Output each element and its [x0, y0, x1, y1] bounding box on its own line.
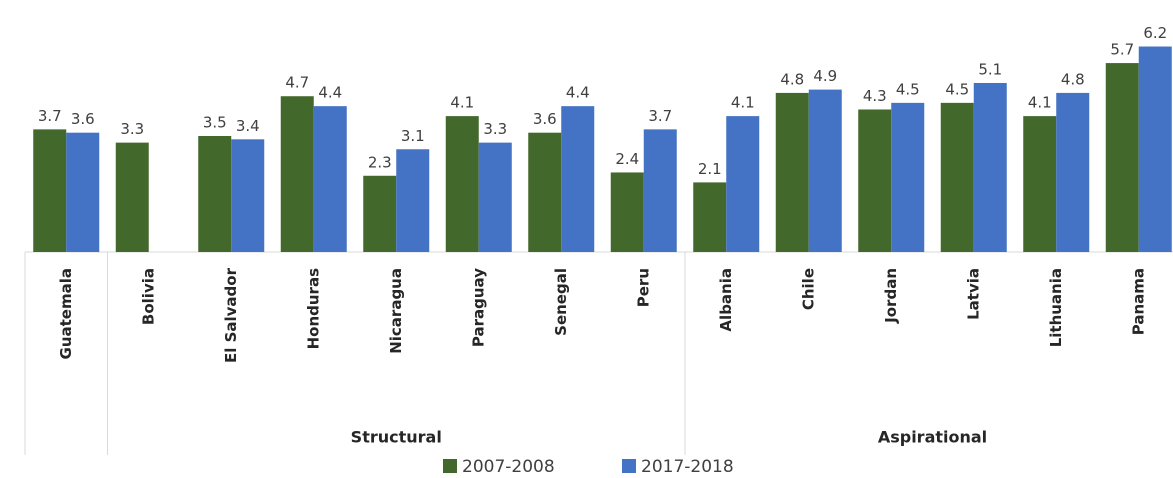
- data-label: 3.3: [120, 120, 144, 138]
- bar: [280, 96, 314, 252]
- legend-swatch: [443, 459, 457, 473]
- group-label: Aspirational: [878, 428, 987, 447]
- data-label: 4.1: [450, 94, 474, 112]
- data-label: 2.3: [368, 153, 392, 171]
- data-label: 5.7: [1110, 41, 1134, 59]
- bar: [528, 132, 562, 252]
- data-label: 3.6: [71, 110, 95, 128]
- x-tick-label: Bolivia: [139, 268, 157, 325]
- x-tick-label: Guatemala: [57, 268, 75, 359]
- x-tick-label: Chile: [799, 268, 817, 310]
- legend-swatch: [622, 459, 636, 473]
- bar: [775, 92, 809, 253]
- bar: [1056, 92, 1090, 253]
- legend-label: 2017-2018: [641, 457, 734, 477]
- x-tick-label: Latvia: [964, 268, 982, 320]
- bar: [693, 182, 727, 252]
- bar: [561, 106, 595, 253]
- data-label: 2.1: [698, 160, 722, 178]
- bar: [66, 132, 100, 252]
- data-label: 3.4: [236, 117, 260, 135]
- x-tick-label: Nicaragua: [387, 268, 405, 354]
- x-tick-label: Senegal: [552, 268, 570, 336]
- x-tick-label: Jordan: [882, 268, 900, 324]
- x-tick-label: Panama: [1129, 268, 1147, 335]
- bar: [940, 102, 974, 252]
- bar: [33, 129, 67, 252]
- x-tick-label: Lithuania: [1047, 268, 1065, 347]
- bar: [198, 136, 232, 252]
- bar: [396, 149, 430, 252]
- data-label: 4.7: [285, 74, 309, 92]
- data-label: 3.5: [203, 114, 227, 132]
- data-label: 4.8: [1061, 70, 1085, 88]
- bar: [726, 116, 760, 252]
- bar: [445, 116, 479, 252]
- bar: [478, 142, 512, 252]
- bar: [1138, 46, 1172, 253]
- data-label: 3.3: [483, 120, 507, 138]
- bar: [973, 82, 1007, 252]
- data-label: 4.9: [813, 67, 837, 85]
- bar: [1023, 116, 1057, 252]
- bar: [363, 175, 397, 252]
- data-label: 4.3: [863, 87, 887, 105]
- data-label: 2.4: [615, 150, 639, 168]
- bar: [610, 172, 644, 252]
- x-tick-label: Paraguay: [469, 268, 487, 347]
- data-label: 4.8: [780, 70, 804, 88]
- bar: [115, 142, 149, 252]
- bar: [858, 109, 892, 252]
- x-tick-label: Honduras: [304, 268, 322, 349]
- x-tick-label: Peru: [634, 268, 652, 307]
- bar: [1105, 63, 1139, 253]
- data-label: 4.1: [1028, 94, 1052, 112]
- legend-label: 2007-2008: [462, 457, 555, 477]
- group-label: Structural: [351, 428, 442, 447]
- x-tick-label: Albania: [717, 268, 735, 332]
- bar: [808, 89, 842, 252]
- data-label: 3.1: [401, 127, 425, 145]
- bar: [231, 139, 265, 252]
- x-tick-label: El Salvador: [222, 267, 240, 363]
- bar: [891, 102, 925, 252]
- bar: [313, 106, 347, 253]
- data-label: 3.7: [38, 107, 62, 125]
- data-label: 4.4: [566, 84, 590, 102]
- data-label: 6.2: [1143, 24, 1167, 42]
- data-label: 3.6: [533, 110, 557, 128]
- data-label: 3.7: [648, 107, 672, 125]
- data-label: 4.4: [318, 84, 342, 102]
- data-label: 5.1: [978, 60, 1002, 78]
- data-label: 4.5: [896, 80, 920, 98]
- bar: [643, 129, 677, 252]
- data-label: 4.5: [945, 80, 969, 98]
- data-label: 4.1: [731, 94, 755, 112]
